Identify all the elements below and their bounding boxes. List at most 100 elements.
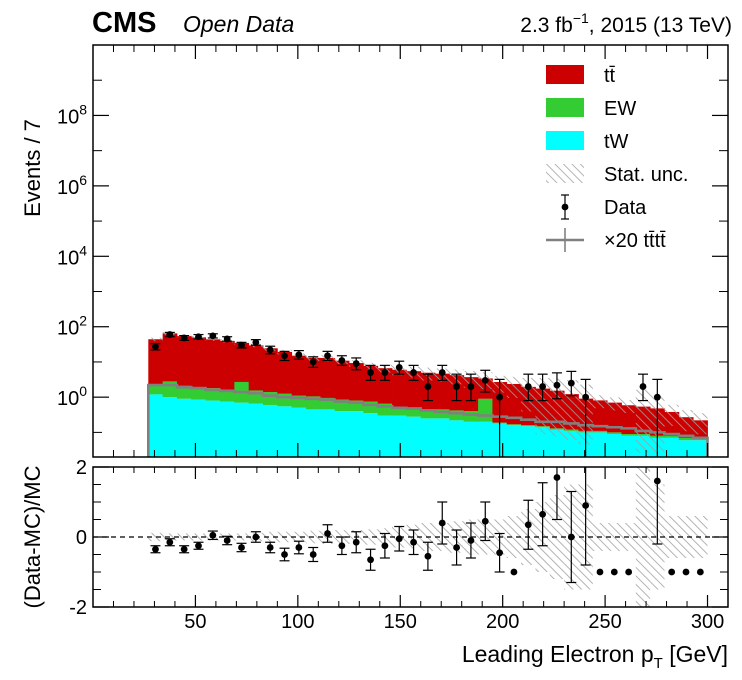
x-tick-label: 250 bbox=[588, 611, 621, 633]
ttbar-bar bbox=[191, 337, 207, 387]
x-tick-label: 200 bbox=[486, 611, 519, 633]
legend: tt̄ EW tW Stat. unc. Data ×20 tt̄tt̄ bbox=[546, 65, 689, 252]
ratio-point bbox=[424, 552, 432, 560]
ttbar-bar bbox=[334, 360, 350, 400]
tw-bar bbox=[392, 415, 407, 457]
data-points bbox=[150, 331, 663, 457]
tw-bar bbox=[621, 435, 637, 457]
ew-bar bbox=[506, 424, 522, 426]
stat-unc-bin bbox=[635, 389, 651, 453]
ew-bar bbox=[406, 408, 422, 417]
main-plot-panel: 100 102 104 106 108 Events / 7 tt̄ EW tW Stat. … bbox=[20, 44, 729, 458]
ew-bar bbox=[592, 430, 608, 433]
data-point bbox=[152, 343, 159, 351]
ratio-unc-bin bbox=[263, 531, 278, 543]
ratio-point bbox=[223, 537, 231, 544]
x-axis-label: Leading Electron pT [GeV] bbox=[462, 641, 728, 672]
y-tick-label: 102 bbox=[57, 313, 87, 340]
tw-bar bbox=[176, 398, 192, 457]
tw-bar bbox=[248, 403, 264, 457]
tw-bar bbox=[449, 420, 465, 457]
ratio-y-axis-label: (Data-MC)/MC bbox=[20, 465, 45, 608]
ttbar-bar bbox=[349, 363, 364, 401]
tw-bar bbox=[521, 426, 536, 457]
main-y-axis-label: Events / 7 bbox=[20, 119, 45, 217]
tw-bar bbox=[693, 440, 708, 457]
ttbar-bar bbox=[363, 365, 379, 402]
ratio-point bbox=[352, 538, 360, 546]
data-point bbox=[309, 358, 317, 366]
ttbar-bar bbox=[291, 355, 307, 396]
ratio-point bbox=[338, 542, 346, 550]
legend-label-ttbar: tt̄ bbox=[604, 65, 616, 87]
data-point bbox=[410, 369, 417, 376]
ew-bar bbox=[162, 381, 178, 398]
y-tick-label: 108 bbox=[57, 101, 87, 128]
data-point bbox=[481, 376, 489, 384]
ratio-point bbox=[295, 544, 303, 551]
tw-bar bbox=[277, 406, 293, 457]
stat-unc-bin bbox=[693, 413, 708, 435]
ratio-unc-bin bbox=[363, 529, 378, 545]
legend-label-ew: EW bbox=[604, 98, 636, 120]
data-point bbox=[195, 333, 202, 341]
legend-label-unc: Stat. unc. bbox=[604, 164, 689, 186]
tw-bar bbox=[349, 411, 364, 457]
tw-bar bbox=[535, 427, 551, 457]
ratio-point bbox=[467, 537, 475, 544]
data-point bbox=[281, 352, 288, 360]
data-point bbox=[180, 334, 188, 342]
ratio-point bbox=[539, 510, 547, 518]
tw-bar bbox=[377, 415, 393, 457]
ew-bar bbox=[277, 393, 293, 407]
y-tick-label: 106 bbox=[57, 172, 87, 199]
main-axes: 100 102 104 106 108 bbox=[57, 45, 728, 457]
ratio-unc-bin bbox=[506, 516, 522, 558]
data-point bbox=[223, 335, 231, 343]
ttbar-bar bbox=[392, 369, 407, 408]
legend-label-signal: ×20 tt̄tt̄ bbox=[604, 230, 666, 252]
legend-swatch-ew bbox=[546, 98, 584, 117]
ratio-point bbox=[567, 533, 575, 541]
experiment-sub-label: Open Data bbox=[183, 11, 294, 37]
ratio-unc-bin bbox=[607, 523, 622, 551]
data-point bbox=[438, 369, 446, 376]
ratio-unc-bin bbox=[191, 533, 206, 541]
stat-unc-bin bbox=[607, 397, 622, 411]
ew-bar bbox=[363, 401, 379, 414]
data-point bbox=[653, 393, 661, 401]
tw-bar bbox=[478, 421, 493, 457]
ttbar-bar bbox=[234, 342, 250, 382]
signal-step-line bbox=[147, 383, 709, 457]
ew-bar bbox=[420, 409, 436, 419]
ratio-point bbox=[410, 538, 417, 546]
stat-unc-bin bbox=[664, 404, 679, 426]
data-point bbox=[496, 393, 504, 401]
data-point bbox=[295, 351, 303, 359]
ratio-point bbox=[166, 538, 174, 546]
ew-bar bbox=[349, 400, 364, 412]
data-point bbox=[467, 383, 475, 390]
legend-item-signal: ×20 tt̄tt̄ bbox=[546, 228, 666, 252]
tw-bar bbox=[420, 418, 436, 457]
data-point bbox=[567, 379, 575, 387]
ratio-point bbox=[524, 521, 532, 529]
ew-bar bbox=[392, 407, 407, 416]
ratio-point bbox=[596, 568, 604, 576]
x-tick-label: 150 bbox=[384, 611, 417, 633]
legend-label-tw: tW bbox=[604, 131, 629, 153]
data-point bbox=[395, 364, 403, 371]
ratio-point bbox=[496, 549, 504, 557]
ew-bar bbox=[220, 389, 235, 402]
ratio-point bbox=[682, 568, 690, 576]
stat-unc-bin bbox=[564, 380, 579, 440]
tw-bar bbox=[291, 407, 307, 457]
ttbar-bar bbox=[220, 340, 235, 390]
tw-bar bbox=[607, 433, 622, 457]
ratio-point bbox=[180, 545, 188, 553]
tw-bar bbox=[148, 394, 164, 457]
ew-bar bbox=[521, 425, 536, 427]
ratio-point bbox=[696, 568, 704, 576]
